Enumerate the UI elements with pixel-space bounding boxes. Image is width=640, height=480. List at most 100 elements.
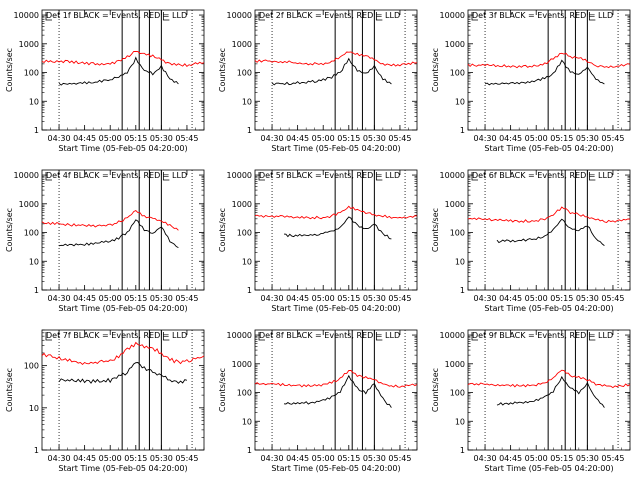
x-tick-label: 05:45 bbox=[175, 294, 198, 303]
y-axis-label: Counts/sec bbox=[5, 208, 14, 252]
x-tick-label: 05:15 bbox=[124, 454, 147, 463]
x-tick-label: 05:00 bbox=[99, 134, 122, 143]
y-tick-label: 100 bbox=[237, 69, 252, 78]
x-axis-label: Start Time (05-Feb-05 04:20:00) bbox=[58, 464, 187, 473]
y-axis-label: Counts/sec bbox=[218, 368, 227, 412]
x-tick-label: 05:30 bbox=[576, 134, 599, 143]
panel-title: Det 4f BLACK = Events, RED = LLD bbox=[46, 171, 187, 180]
corner-marker bbox=[375, 172, 383, 181]
y-tick-label: 1000 bbox=[445, 360, 465, 369]
lld-series-line bbox=[41, 50, 205, 68]
x-tick-label: 05:00 bbox=[525, 294, 548, 303]
y-tick-label: 1 bbox=[34, 126, 39, 135]
panel-title: Det 6f BLACK = Events, RED = LLD bbox=[472, 171, 613, 180]
x-tick-label: 04:30 bbox=[261, 454, 284, 463]
events-series-line bbox=[496, 375, 605, 408]
corner-marker bbox=[588, 172, 596, 181]
corner-marker bbox=[45, 172, 52, 181]
x-tick-label: 05:00 bbox=[312, 294, 335, 303]
x-tick-label: 05:15 bbox=[337, 454, 360, 463]
x-axis-label: Start Time (05-Feb-05 04:20:00) bbox=[271, 464, 400, 473]
corner-marker bbox=[45, 12, 52, 21]
y-tick-label: 1 bbox=[34, 446, 39, 455]
x-tick-label: 05:30 bbox=[576, 454, 599, 463]
y-axis-label: Counts/sec bbox=[5, 368, 14, 412]
x-axis-label: Start Time (05-Feb-05 04:20:00) bbox=[484, 304, 613, 313]
lld-series-line bbox=[254, 205, 418, 220]
y-tick-label: 1 bbox=[460, 126, 465, 135]
panel-title: Det 8f BLACK = Events, RED = LLD bbox=[259, 331, 400, 340]
x-tick-label: 04:30 bbox=[474, 454, 497, 463]
lld-series-line bbox=[41, 341, 205, 366]
x-tick-label: 05:30 bbox=[150, 294, 173, 303]
corner-marker bbox=[375, 332, 383, 341]
x-tick-label: 05:45 bbox=[388, 454, 411, 463]
detector-panel: Det 9f BLACK = Events, RED = LLD 1 10 100 10… bbox=[431, 329, 631, 473]
x-tick-label: 05:15 bbox=[337, 134, 360, 143]
x-axis-label: Start Time (05-Feb-05 04:20:00) bbox=[271, 144, 400, 153]
y-tick-label: 10 bbox=[455, 97, 465, 106]
corner-marker bbox=[162, 12, 170, 21]
plot-frame bbox=[254, 169, 418, 291]
y-tick-label: 10000 bbox=[14, 11, 39, 20]
x-tick-label: 04:45 bbox=[286, 454, 309, 463]
x-tick-label: 05:30 bbox=[150, 134, 173, 143]
x-tick-label: 04:30 bbox=[48, 134, 71, 143]
corner-marker bbox=[375, 12, 383, 21]
corner-marker bbox=[471, 12, 478, 21]
x-tick-label: 05:30 bbox=[363, 294, 386, 303]
detector-panel: Det 4f BLACK = Events, RED = LLD 1 10 100 10… bbox=[5, 169, 205, 313]
x-tick-label: 05:45 bbox=[388, 134, 411, 143]
corner-marker bbox=[471, 332, 478, 341]
y-tick-label: 1000 bbox=[19, 200, 39, 209]
lld-series-line bbox=[467, 369, 631, 389]
x-tick-label: 05:00 bbox=[525, 134, 548, 143]
corner-marker bbox=[258, 332, 265, 341]
x-tick-label: 05:15 bbox=[550, 294, 573, 303]
y-tick-label: 100 bbox=[450, 229, 465, 238]
y-axis-label: Counts/sec bbox=[218, 208, 227, 252]
detector-panel: Det 2f BLACK = Events, RED = LLD 1 10 100 10… bbox=[218, 9, 418, 153]
x-tick-label: 04:45 bbox=[73, 294, 96, 303]
y-tick-label: 10 bbox=[455, 257, 465, 266]
events-series-line bbox=[58, 362, 188, 384]
y-tick-label: 100 bbox=[24, 362, 39, 371]
x-tick-label: 05:30 bbox=[150, 454, 173, 463]
x-tick-label: 05:00 bbox=[99, 454, 122, 463]
x-tick-label: 04:30 bbox=[474, 134, 497, 143]
corner-marker bbox=[588, 332, 596, 341]
y-tick-label: 1 bbox=[34, 286, 39, 295]
y-tick-label: 10 bbox=[242, 97, 252, 106]
detector-panel: Det 5f BLACK = Events, RED = LLD 1 10 100 10… bbox=[218, 169, 418, 313]
x-tick-label: 04:45 bbox=[286, 294, 309, 303]
x-tick-label: 05:45 bbox=[601, 134, 624, 143]
y-tick-label: 10000 bbox=[227, 331, 252, 340]
events-series-line bbox=[283, 216, 392, 240]
x-tick-label: 05:15 bbox=[550, 134, 573, 143]
x-tick-label: 05:45 bbox=[175, 134, 198, 143]
y-tick-label: 1000 bbox=[445, 200, 465, 209]
plot-frame bbox=[41, 9, 205, 131]
panel-title: Det 2f BLACK = Events, RED = LLD bbox=[259, 11, 400, 20]
panel-title: Det 3f BLACK = Events, RED = LLD bbox=[472, 11, 613, 20]
x-tick-label: 04:45 bbox=[73, 134, 96, 143]
x-tick-label: 05:45 bbox=[388, 294, 411, 303]
y-tick-label: 10 bbox=[29, 404, 39, 413]
detector-panel: Det 7f BLACK = Events, RED = LLD 1 10 100 Co… bbox=[5, 329, 205, 473]
y-axis-label: Counts/sec bbox=[431, 368, 440, 412]
y-axis-label: Counts/sec bbox=[431, 208, 440, 252]
y-tick-label: 1 bbox=[460, 446, 465, 455]
y-axis-label: Counts/sec bbox=[5, 48, 14, 92]
y-tick-label: 1 bbox=[247, 446, 252, 455]
y-tick-label: 10 bbox=[29, 257, 39, 266]
y-tick-label: 10000 bbox=[227, 171, 252, 180]
y-tick-label: 10000 bbox=[440, 331, 465, 340]
x-axis-label: Start Time (05-Feb-05 04:20:00) bbox=[271, 304, 400, 313]
y-tick-label: 1000 bbox=[445, 40, 465, 49]
x-tick-label: 04:30 bbox=[48, 454, 71, 463]
x-tick-label: 05:45 bbox=[601, 294, 624, 303]
x-tick-label: 05:45 bbox=[601, 454, 624, 463]
plot-frame bbox=[467, 9, 631, 131]
y-tick-label: 1 bbox=[247, 286, 252, 295]
y-tick-label: 100 bbox=[450, 389, 465, 398]
